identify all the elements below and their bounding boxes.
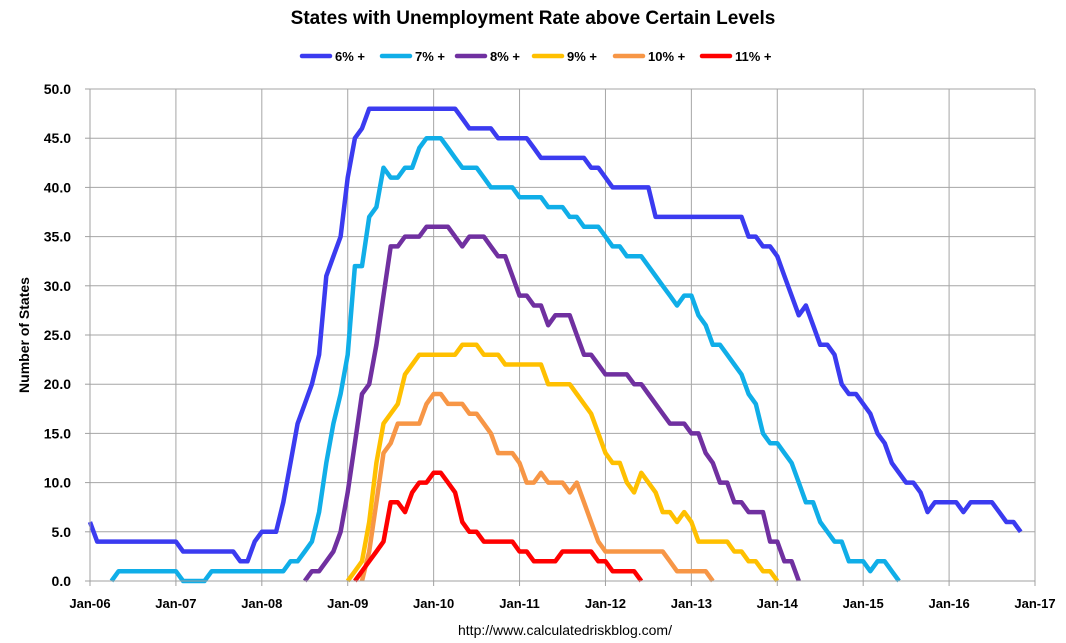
series-line-9pct <box>345 342 780 583</box>
x-tick-label: Jan-11 <box>499 596 539 611</box>
x-tick-label: Jan-17 <box>1014 596 1055 611</box>
y-tick-label: 35.0 <box>44 229 71 245</box>
legend: 6% + 7% + 8% + 9% + 10% + 11% + <box>299 49 772 64</box>
legend-label: 7% + <box>415 49 445 64</box>
y-tick-label: 0.0 <box>52 573 72 589</box>
y-axis-ticks: 0.0 5.0 10.0 15.0 20.0 25.0 30.0 35.0 40.0 45.0 50… <box>44 81 90 589</box>
legend-label: 9% + <box>567 49 597 64</box>
legend-label: 11% + <box>735 49 772 64</box>
legend-label: 10% + <box>648 49 686 64</box>
x-tick-label: Jan-16 <box>928 596 969 611</box>
y-tick-label: 5.0 <box>52 524 72 540</box>
y-tick-label: 25.0 <box>44 327 71 343</box>
gridlines <box>90 88 1036 581</box>
series-line-10pct <box>359 391 715 583</box>
series-line-11pct <box>353 470 644 583</box>
chart-title: States with Unemployment Rate above Cert… <box>291 8 776 29</box>
series-lines <box>87 106 1023 584</box>
x-tick-label: Jan-08 <box>241 596 282 611</box>
series-line-8pct <box>302 224 801 583</box>
source-url: http://www.calculatedriskblog.com/ <box>458 622 672 638</box>
x-tick-label: Jan-10 <box>413 596 454 611</box>
y-tick-label: 50.0 <box>44 81 71 97</box>
x-tick-label: Jan-13 <box>671 596 712 611</box>
y-tick-label: 15.0 <box>44 425 71 441</box>
y-axis-label: Number of States <box>16 277 32 393</box>
x-tick-label: Jan-12 <box>585 596 626 611</box>
y-tick-label: 20.0 <box>44 376 71 392</box>
y-tick-label: 40.0 <box>44 179 71 195</box>
y-tick-label: 30.0 <box>44 278 71 294</box>
x-tick-label: Jan-07 <box>155 596 196 611</box>
x-tick-label: Jan-09 <box>327 596 368 611</box>
y-tick-label: 45.0 <box>44 130 71 146</box>
legend-label: 8% + <box>490 49 520 64</box>
x-axis-ticks: Jan-06 Jan-07 Jan-08 Jan-09 Jan-10 Jan-11 Jan-… <box>69 581 1056 611</box>
x-tick-label: Jan-06 <box>69 596 110 611</box>
series-line-6pct <box>87 106 1023 564</box>
series-line-7pct <box>109 135 901 584</box>
y-tick-label: 10.0 <box>44 475 71 491</box>
x-tick-label: Jan-14 <box>757 596 799 611</box>
legend-label: 6% + <box>335 49 365 64</box>
x-tick-label: Jan-15 <box>843 596 884 611</box>
